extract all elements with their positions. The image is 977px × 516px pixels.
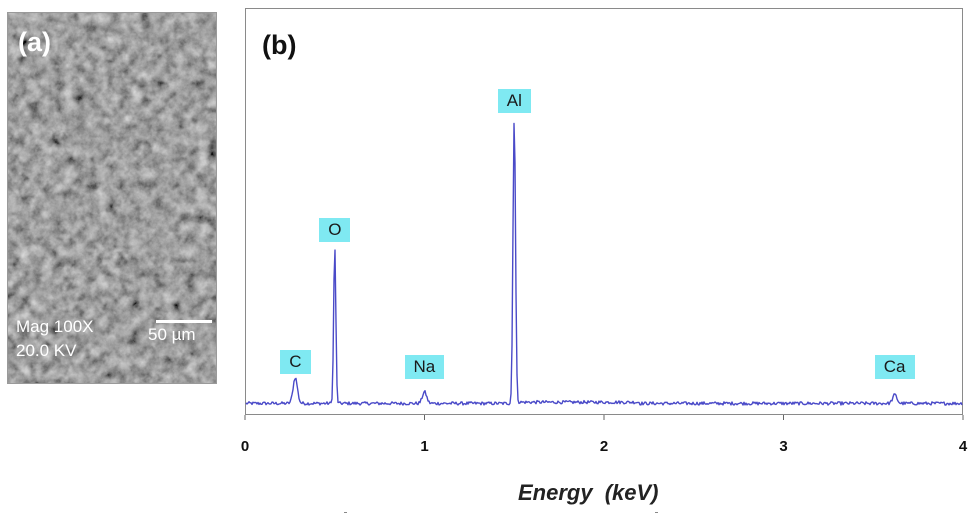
sem-image: (a) Mag 100X 20.0 KV 50 µm bbox=[7, 12, 217, 384]
stray-mark bbox=[344, 512, 347, 513]
x-tick-label: 4 bbox=[958, 438, 968, 455]
x-axis-label: Energy (keV) bbox=[518, 480, 659, 505]
spectrum-line bbox=[245, 122, 963, 406]
x-tick-label: 2 bbox=[599, 438, 609, 455]
x-tick-label: 1 bbox=[420, 438, 429, 455]
panel-a-label: (a) bbox=[18, 27, 51, 57]
chart-plot-frame bbox=[245, 8, 963, 415]
magnification-text: Mag 100X bbox=[16, 317, 94, 336]
peak-label-al: Al bbox=[497, 89, 531, 113]
x-tick-label: 3 bbox=[779, 438, 788, 455]
peak-label-ca: Ca bbox=[874, 355, 915, 379]
peak-label-c: C bbox=[280, 350, 311, 375]
voltage-text: 20.0 KV bbox=[16, 341, 77, 360]
scale-bar bbox=[156, 320, 212, 323]
peak-label-na: Na bbox=[404, 355, 445, 379]
panel-b-label: (b) bbox=[262, 30, 297, 60]
peak-label-o: O bbox=[319, 218, 351, 243]
x-tick-label: 0 bbox=[240, 438, 250, 455]
stray-mark bbox=[655, 512, 658, 513]
scale-bar-text: 50 µm bbox=[148, 325, 196, 344]
